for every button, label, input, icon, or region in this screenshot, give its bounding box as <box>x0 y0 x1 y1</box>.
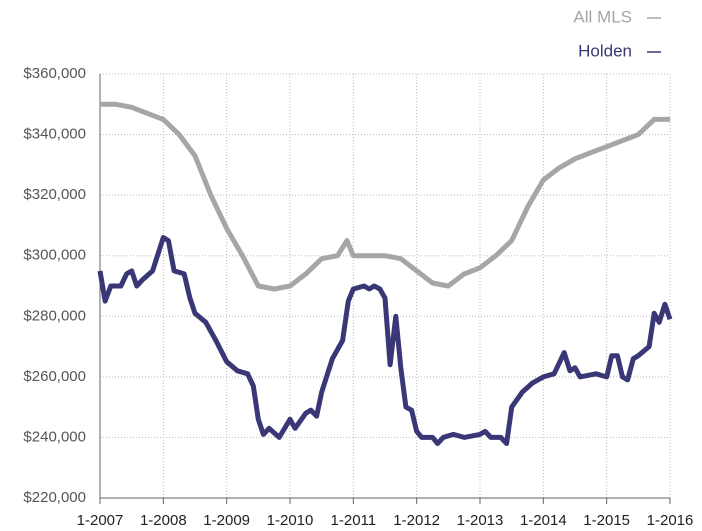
x-tick-label: 1-2014 <box>520 512 567 529</box>
x-tick-label: 1-2010 <box>267 512 314 529</box>
x-tick-label: 1-2013 <box>457 512 504 529</box>
y-tick-label: $280,000 <box>23 307 86 324</box>
x-tick-label: 1-2011 <box>331 512 377 529</box>
legend-label: All MLS <box>573 7 632 26</box>
legend-label: Holden <box>578 41 632 60</box>
x-tick-label: 1-2016 <box>647 512 694 529</box>
y-tick-label: $300,000 <box>23 247 86 264</box>
y-tick-label: $360,000 <box>23 65 86 82</box>
x-tick-label: 1-2008 <box>140 512 187 529</box>
y-tick-label: $340,000 <box>23 126 86 143</box>
y-tick-label: $220,000 <box>23 489 86 506</box>
line-series <box>97 235 673 446</box>
x-tick-label: 1-2007 <box>77 512 124 529</box>
x-tick-label: 1-2012 <box>393 512 440 529</box>
line-series <box>100 101 670 292</box>
x-tick-label: 1-2009 <box>203 512 250 529</box>
y-tick-label: $320,000 <box>23 186 86 203</box>
y-tick-label: $260,000 <box>23 368 86 385</box>
y-tick-label: $240,000 <box>23 428 86 445</box>
x-tick-label: 1-2015 <box>583 512 630 529</box>
